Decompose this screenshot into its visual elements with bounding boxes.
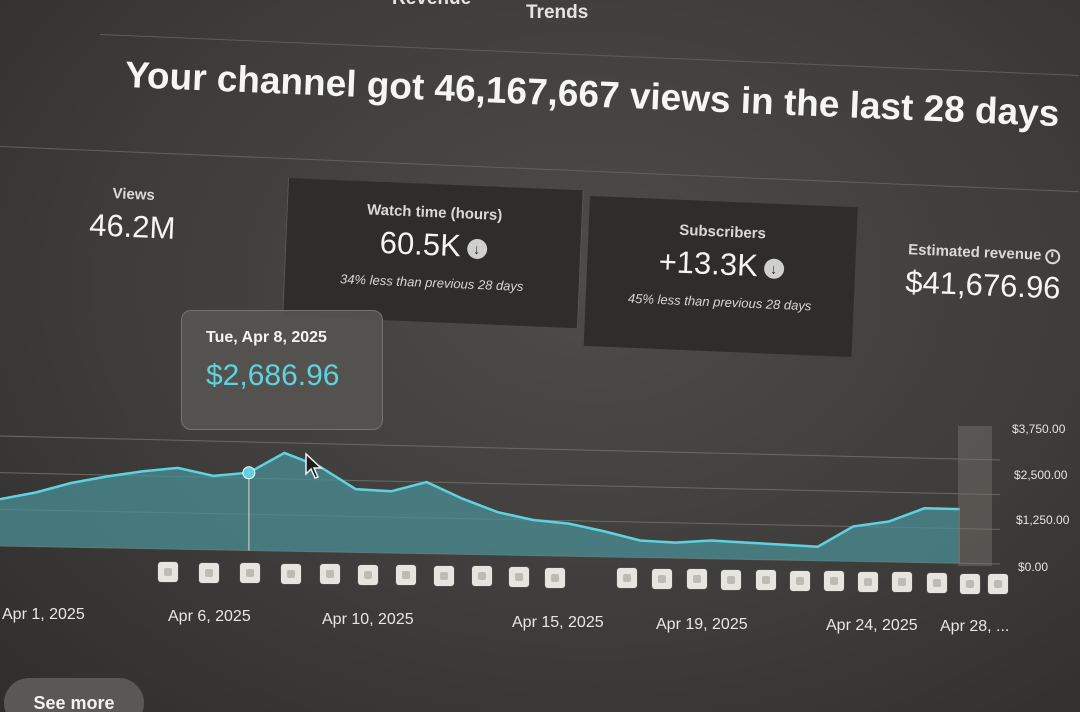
metric-card-subscribers[interactable]: Subscribers +13.3K ↓ 45% less than previo… [583, 196, 858, 358]
incomplete-data-shade [958, 426, 992, 566]
annotation-marker-icon[interactable] [988, 574, 1008, 595]
annotation-marker-icon[interactable] [396, 565, 416, 586]
chart-points [242, 466, 256, 480]
tab-revenue[interactable]: Revenue [392, 0, 471, 10]
revenue-area [0, 452, 960, 564]
metric-comparison-note: 34% less than previous 28 days [339, 271, 524, 294]
metric-value: +13.3K [658, 243, 759, 284]
y-tick-label: $0.00 [1018, 560, 1049, 574]
tab-trends[interactable]: Trends [526, 2, 589, 23]
annotation-marker-icon[interactable] [617, 568, 637, 589]
annotation-marker-icon[interactable] [756, 570, 776, 591]
annotation-marker-icon[interactable] [199, 562, 219, 583]
annotation-marker-icon[interactable] [892, 572, 912, 593]
annotation-marker-icon[interactable] [927, 573, 947, 593]
x-tick-label: Apr 19, 2025 [656, 616, 748, 633]
annotation-marker-icon[interactable] [652, 568, 672, 589]
annotation-marker-icon[interactable] [960, 573, 980, 594]
x-tick-label: Apr 10, 2025 [322, 611, 414, 628]
metric-card-estimated-revenue[interactable]: Estimated revenue $41,676.96 [875, 234, 1080, 353]
annotation-marker-icon[interactable] [434, 565, 454, 586]
revenue-line [0, 451, 961, 548]
metric-label: Estimated revenue [907, 241, 1042, 264]
revenue-area-chart[interactable] [0, 400, 1080, 580]
arrow-down-icon: ↓ [763, 258, 785, 279]
annotation-marker-icon[interactable] [358, 564, 378, 585]
annotation-marker-icon[interactable] [158, 562, 178, 582]
metric-label-row: Estimated revenue [879, 240, 1080, 266]
annotation-marker-icon[interactable] [687, 569, 707, 590]
x-tick-label: Apr 1, 2025 [2, 606, 85, 623]
metric-value-row: +13.3K ↓ [587, 241, 856, 288]
metric-value: 46.2M [88, 207, 177, 246]
gridline [0, 435, 1001, 461]
annotation-marker-icon[interactable] [790, 570, 810, 591]
annotation-marker-icon[interactable] [721, 569, 741, 590]
annotation-marker-icon[interactable] [240, 563, 260, 584]
metric-value: $41,676.96 [904, 264, 1062, 306]
annotation-marker-icon[interactable] [472, 566, 492, 587]
x-tick-label: Apr 28, ... [940, 618, 1010, 635]
tooltip-value: $2,686.96 [206, 359, 340, 392]
annotation-marker-icon[interactable] [824, 571, 844, 592]
y-tick-label: $2,500.00 [1014, 468, 1068, 482]
metric-card-views[interactable]: Views 46.2M [0, 160, 280, 312]
annotation-marker-icon[interactable] [509, 566, 529, 587]
clock-icon[interactable] [1045, 248, 1061, 265]
metric-card-watch-time[interactable]: Watch time (hours) 60.5K ↓ 34% less than … [282, 178, 584, 329]
annotation-marker-icon[interactable] [281, 563, 301, 584]
x-tick-label: Apr 24, 2025 [826, 617, 918, 634]
metric-value-row: 60.5K ↓ [286, 221, 581, 269]
mouse-cursor-icon [305, 452, 323, 479]
x-tick-label: Apr 6, 2025 [168, 608, 251, 625]
y-tick-label: $1,250.00 [1016, 513, 1070, 527]
x-tick-label: Apr 15, 2025 [512, 614, 604, 631]
chart-tooltip: Tue, Apr 8, 2025 $2,686.96 [181, 310, 383, 430]
metric-comparison-note: 45% less than previous 28 days [627, 290, 812, 314]
metric-value: 60.5K [379, 224, 462, 264]
see-more-button[interactable]: See more [4, 678, 144, 712]
highlighted-point [242, 466, 256, 480]
annotation-marker-icon[interactable] [858, 571, 878, 592]
arrow-down-icon: ↓ [466, 238, 488, 260]
annotation-marker-icon[interactable] [320, 564, 340, 585]
annotation-marker-icon[interactable] [545, 567, 565, 588]
tooltip-date: Tue, Apr 8, 2025 [206, 329, 327, 346]
y-tick-label: $3,750.00 [1012, 422, 1066, 436]
